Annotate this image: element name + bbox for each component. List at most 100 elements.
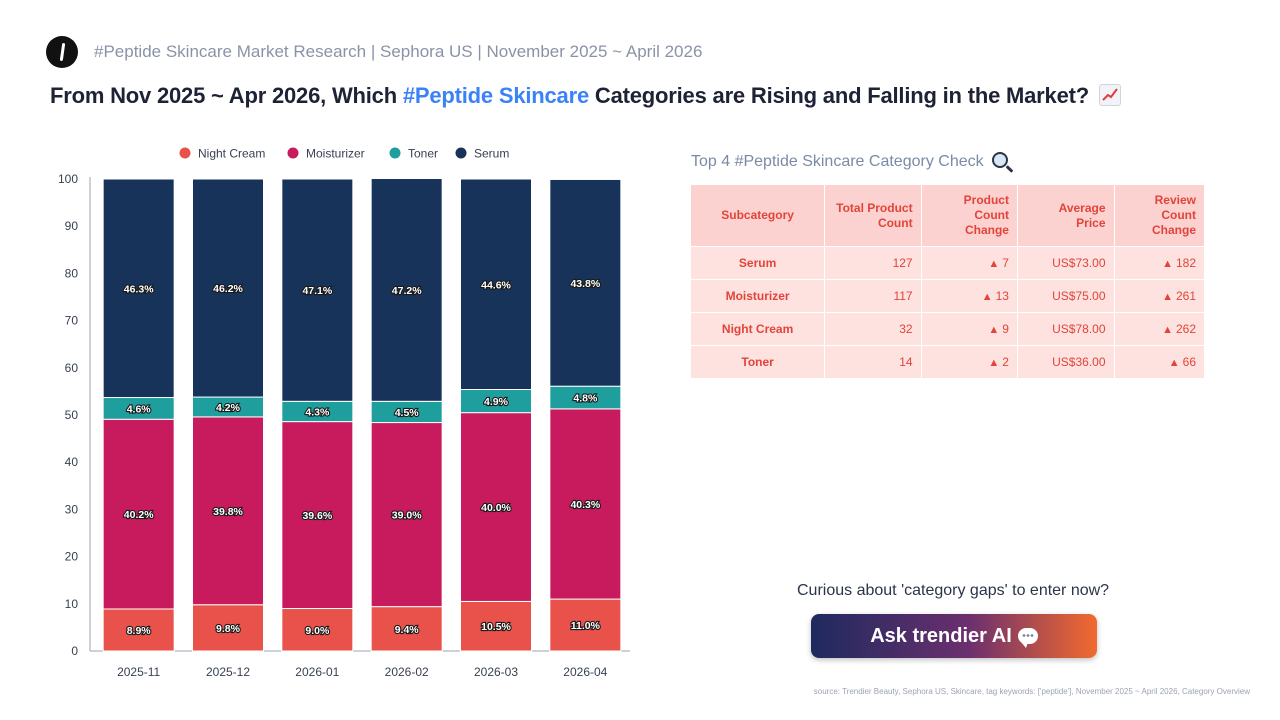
- header-count-change: Product Count Change: [921, 185, 1018, 247]
- data-label: 9.0%: [305, 625, 330, 637]
- data-label: 10.5%: [481, 621, 511, 633]
- data-label: 39.6%: [302, 510, 332, 522]
- cell-total-count: 14: [824, 345, 922, 379]
- data-label: 4.8%: [573, 393, 598, 405]
- x-tick-label: 2025-12: [206, 665, 250, 679]
- bar-segment: [192, 178, 264, 398]
- legend-label: Toner: [408, 147, 438, 161]
- cell-subcategory: Moisturizer: [691, 279, 826, 313]
- report-subtitle: #Peptide Skincare Market Research | Seph…: [94, 42, 703, 61]
- x-tick-label: 2026-02: [385, 665, 429, 679]
- data-label: 4.6%: [127, 403, 152, 415]
- headline-text-start: From Nov 2025 ~ Apr 2026, Which: [50, 83, 403, 108]
- bar-segment: [460, 600, 532, 652]
- review-change-value: 262: [1175, 322, 1196, 336]
- data-label: 47.2%: [392, 285, 422, 297]
- count-change-value: 13: [995, 289, 1009, 303]
- bar-segment: [460, 412, 532, 602]
- cell-subcategory: Serum: [691, 246, 826, 280]
- table-row: Night Cream 32 ▲ 9 US$78.00 ▲ 262: [691, 312, 1204, 346]
- y-tick-label: 50: [65, 408, 79, 422]
- y-tick-label: 0: [71, 644, 78, 658]
- data-label: 43.8%: [570, 278, 600, 290]
- data-label: 40.3%: [570, 499, 600, 511]
- review-change-value: 66: [1182, 355, 1196, 369]
- data-label: 40.2%: [124, 509, 154, 521]
- count-change-value: 7: [1002, 256, 1009, 270]
- header-average-price: Average Price: [1017, 185, 1115, 247]
- x-tick-label: 2026-01: [295, 665, 339, 679]
- y-tick-label: 40: [65, 455, 79, 469]
- up-triangle-icon: ▲: [988, 357, 1000, 369]
- table-row: Moisturizer 117 ▲ 13 US$75.00 ▲ 261: [691, 279, 1204, 313]
- page-title: From Nov 2025 ~ Apr 2026, Which #Peptide…: [50, 83, 1121, 109]
- data-label: 46.3%: [124, 283, 154, 295]
- cell-total-count: 127: [824, 246, 922, 280]
- speech-bubble-icon: [1017, 628, 1038, 648]
- bar-segment: [281, 178, 354, 402]
- bar-segment: [102, 178, 175, 399]
- cell-average-price: US$75.00: [1017, 279, 1115, 313]
- cell-review-change: ▲ 182: [1114, 246, 1204, 280]
- legend-swatch: [179, 147, 191, 159]
- cell-count-change: ▲ 2: [921, 345, 1018, 379]
- data-label: 9.4%: [395, 624, 420, 636]
- up-triangle-icon: ▲: [1162, 291, 1173, 303]
- table-title-text: Top 4 #Peptide Skincare Category Check: [691, 153, 984, 170]
- table-row: Serum 127 ▲ 7 US$73.00 ▲ 182: [691, 246, 1204, 280]
- legend-swatch: [455, 147, 467, 159]
- data-label: 8.9%: [127, 625, 152, 637]
- legend-label: Serum: [474, 147, 509, 161]
- legend-swatch: [389, 147, 401, 159]
- data-label: 39.0%: [392, 510, 422, 522]
- cell-review-change: ▲ 66: [1114, 345, 1204, 379]
- cta-prompt: Curious about 'category gaps' to enter n…: [797, 582, 1110, 599]
- data-label: 4.3%: [305, 406, 330, 418]
- data-label: 9.8%: [216, 623, 241, 635]
- count-change-value: 2: [1002, 355, 1009, 369]
- data-label: 40.0%: [481, 502, 511, 514]
- ask-trendier-ai-button[interactable]: Ask trendier AI: [811, 614, 1097, 658]
- stacked-bar-chart: Night Cream Moisturizer Toner Serum 0 10 20 30 4…: [58, 147, 630, 679]
- bar-segment: [370, 606, 443, 652]
- table-title: Top 4 #Peptide Skincare Category Check: [691, 152, 1009, 171]
- data-label: 47.1%: [302, 285, 332, 297]
- bar-segment: [370, 422, 443, 608]
- header-review-change: Review Count Change: [1114, 185, 1204, 247]
- table-header-row: Subcategory Total Product Count Product …: [691, 185, 1204, 247]
- cell-count-change: ▲ 7: [921, 246, 1018, 280]
- y-tick-label: 90: [65, 219, 79, 233]
- up-triangle-icon: ▲: [988, 258, 1000, 270]
- cell-subcategory: Toner: [691, 345, 826, 379]
- ask-button-label: Ask trendier AI: [870, 624, 1012, 647]
- up-triangle-icon: ▲: [1168, 357, 1180, 369]
- magnifying-glass-icon: [992, 152, 1009, 168]
- data-label: 11.0%: [571, 620, 601, 632]
- x-tick-label: 2025-11: [117, 665, 160, 679]
- bar-segment: [370, 178, 443, 402]
- y-tick-label: 10: [65, 597, 79, 611]
- legend-swatch: [287, 147, 299, 159]
- cell-average-price: US$78.00: [1017, 312, 1115, 346]
- y-tick-label: 30: [65, 502, 79, 516]
- table-row: Toner 14 ▲ 2 US$36.00 ▲ 66: [691, 345, 1204, 379]
- y-tick-label: 20: [65, 550, 79, 564]
- headline-text-end: Categories are Rising and Falling in the…: [589, 83, 1089, 108]
- cell-average-price: US$36.00: [1017, 345, 1115, 379]
- data-label: 4.9%: [484, 396, 509, 408]
- data-label: 44.6%: [481, 279, 511, 291]
- data-label: 39.8%: [213, 506, 243, 518]
- count-change-value: 9: [1002, 322, 1009, 336]
- cell-review-change: ▲ 262: [1114, 312, 1204, 346]
- source-note: source: Trendier Beauty, Sephora US, Ski…: [813, 687, 1250, 696]
- up-triangle-icon: ▲: [981, 291, 993, 303]
- cell-subcategory: Night Cream: [691, 312, 826, 346]
- legend-label: Night Cream: [198, 147, 265, 161]
- bar-segment: [460, 178, 532, 391]
- bar-segment: [549, 178, 622, 387]
- y-tick-label: 80: [65, 266, 79, 280]
- data-label: 4.5%: [395, 407, 420, 419]
- up-triangle-icon: ▲: [1162, 258, 1173, 270]
- y-tick-label: 60: [65, 361, 79, 375]
- review-change-value: 261: [1175, 289, 1196, 303]
